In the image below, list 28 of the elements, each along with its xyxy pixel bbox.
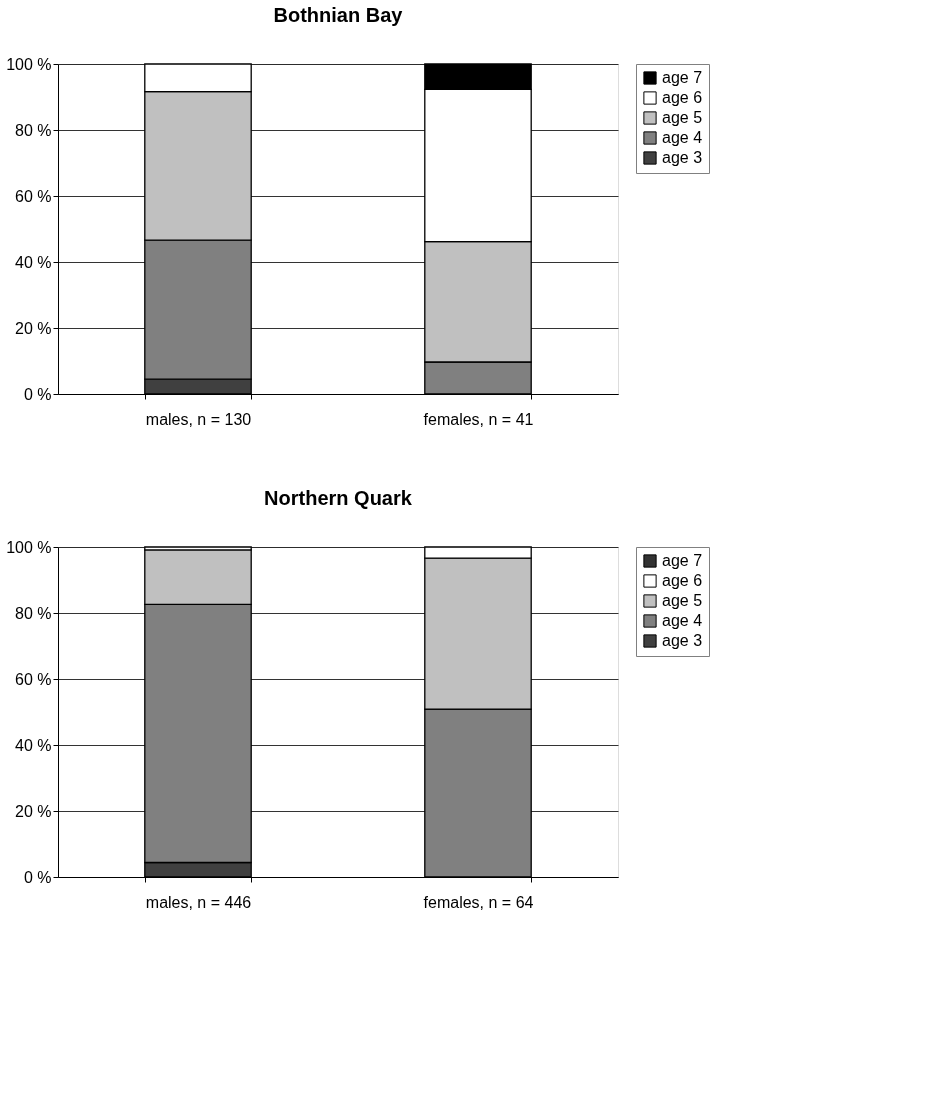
chart-title: Northern Quark [264,487,413,509]
y-tick-label: 40 % [15,736,52,754]
y-tick-label: 40 % [15,253,52,271]
legend-label: age 6 [662,572,703,589]
legend-label: age 4 [662,612,703,629]
x-tick-label: females, n = 64 [423,893,534,911]
x-tick-label: females, n = 41 [423,410,534,428]
chart-title: Bothnian Bay [273,4,404,26]
y-tick-label: 100 % [6,538,52,556]
y-tick-label: 0 % [23,868,52,886]
legend-label: age 6 [662,89,703,106]
y-tick-label: 100 % [6,55,52,73]
x-tick-label: males, n = 130 [145,410,252,428]
y-tick-label: 80 % [15,121,52,139]
y-tick-label: 60 % [15,187,52,205]
y-tick-label: 60 % [15,670,52,688]
legend-label: age 3 [662,149,703,166]
x-tick-label: males, n = 446 [145,893,252,911]
y-tick-label: 20 % [15,319,52,337]
y-tick-label: 80 % [15,604,52,622]
legend-label: age 7 [662,69,703,86]
legend-label: age 5 [662,109,703,126]
legend-label: age 5 [662,592,703,609]
y-tick-label: 0 % [23,385,52,403]
legend-label: age 3 [662,632,703,649]
y-tick-label: 20 % [15,802,52,820]
legend-label: age 4 [662,129,703,146]
legend-label: age 7 [662,552,703,569]
